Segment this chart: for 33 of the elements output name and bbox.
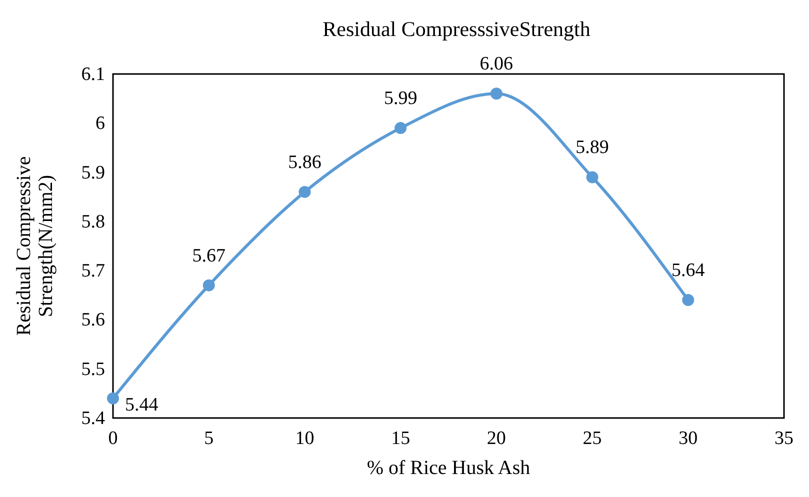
data-label: 5.44 — [125, 394, 159, 416]
x-tick-label: 15 — [391, 428, 410, 449]
y-tick-label: 5.7 — [81, 260, 105, 282]
point — [586, 171, 598, 184]
data-label: 5.64 — [672, 260, 706, 282]
y-tick-label: 5.6 — [81, 310, 105, 331]
data-label: 6.06 — [480, 54, 514, 75]
x-tick-label: 5 — [204, 428, 214, 449]
point — [490, 88, 502, 100]
data-label: 5.86 — [288, 152, 322, 173]
y-tick-label: 5.4 — [81, 408, 106, 429]
x-tick-label: 35 — [774, 428, 794, 449]
x-tick-label: 20 — [486, 428, 506, 449]
x-tick-label: 10 — [295, 428, 314, 449]
y-axis-title: Residual Compressive Strength(N/mm2) — [13, 156, 57, 336]
point — [107, 392, 119, 404]
y-tick-label: 6.1 — [81, 64, 105, 85]
x-tick-label: 25 — [582, 428, 602, 449]
y-tick-label: 5.9 — [81, 162, 105, 184]
x-tick-label: 0 — [108, 428, 118, 449]
x-tick-label: 30 — [678, 428, 698, 449]
data-label: 5.99 — [384, 88, 418, 110]
point — [202, 279, 215, 292]
chart-title: Residual CompresssiveStrength — [322, 17, 591, 41]
point — [394, 122, 407, 134]
x-axis-title: % of Rice Husk Ash — [366, 457, 530, 479]
data-label: 5.89 — [576, 137, 609, 158]
point — [298, 186, 311, 198]
point — [682, 294, 694, 306]
y-tick-label: 5.5 — [81, 358, 105, 380]
y-tick-label: 5.8 — [81, 211, 105, 232]
y-tick-label: 6 — [96, 113, 105, 134]
data-label: 5.67 — [192, 245, 226, 266]
